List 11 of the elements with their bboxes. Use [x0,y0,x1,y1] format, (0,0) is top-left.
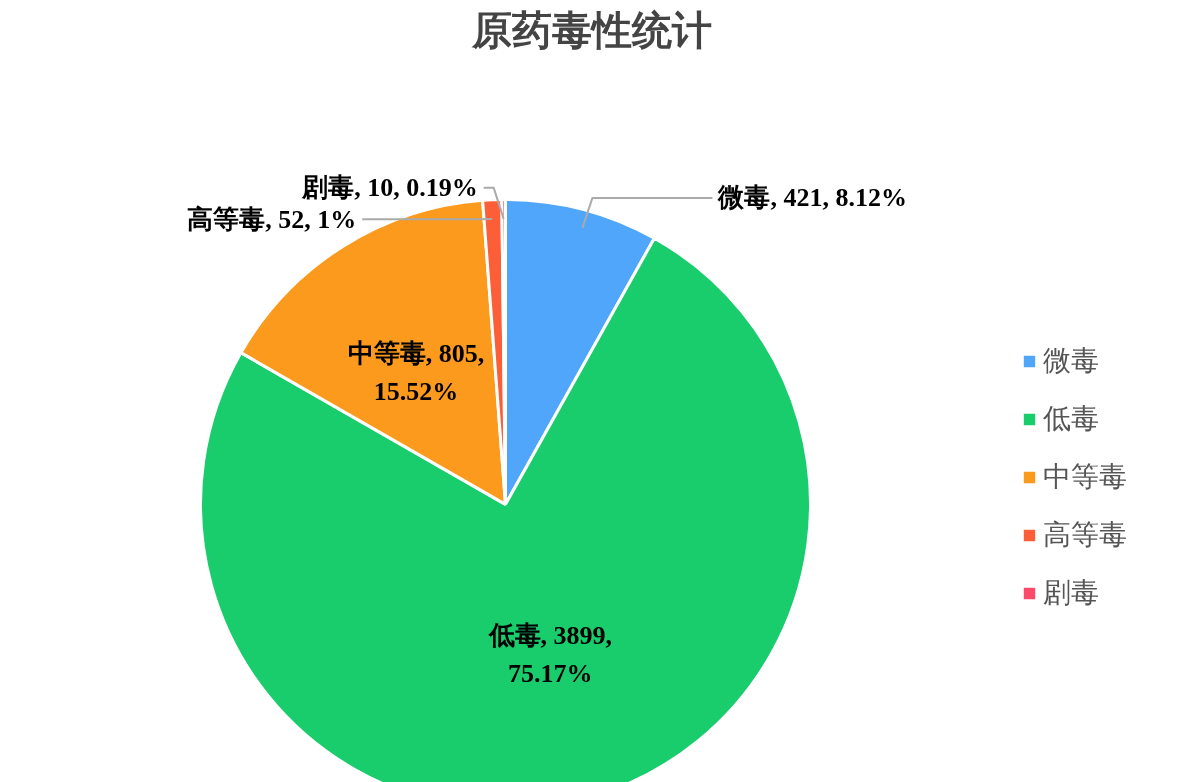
data-label: 微毒, 421, 8.12% [717,183,907,213]
legend-label: 高等毒 [1043,518,1127,552]
legend-label: 剧毒 [1043,576,1099,610]
data-label: 中等毒, 805, 15.52% [347,339,485,407]
data-label: 剧毒, 10, 0.19% [301,173,478,203]
data-label: 高等毒, 52, 1% [187,204,357,234]
chart-title: 原药毒性统计 [470,7,712,53]
legend-label: 中等毒 [1043,460,1127,494]
legend-label: 微毒 [1043,344,1099,378]
data-label: 低毒, 3899, 75.17% [487,620,613,688]
legend-label: 低毒 [1043,402,1099,436]
